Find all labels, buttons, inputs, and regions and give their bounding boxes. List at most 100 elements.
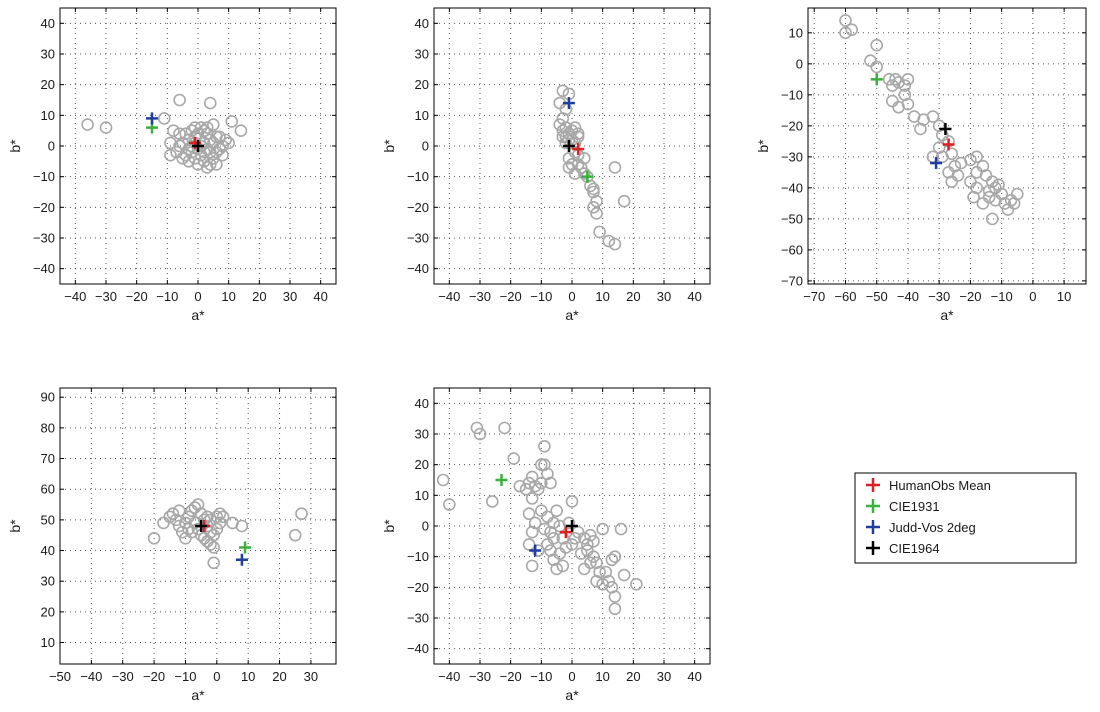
legend: HumanObs Mean CIE1931 Judd-Vos 2deg CIE1… [854,472,1077,564]
y-tick-label: −40 [33,261,55,276]
observer-point [213,507,227,521]
x-axis-label: a* [565,307,579,323]
x-tick-label: 0 [1029,289,1036,304]
y-tick-label: 60 [41,482,55,497]
observer-point [163,510,177,524]
observer-point [544,476,557,490]
observer-point [571,130,585,144]
x-tick-label: 10 [595,669,609,684]
observer-point [593,225,606,239]
observer-point [574,547,588,560]
legend-label-cie1931: CIE1931 [889,499,940,514]
observer-point [577,562,591,576]
marker-juddvos [529,544,542,557]
observer-point [522,538,536,551]
observer-point [998,197,1012,210]
y-tick-label: −70 [781,273,803,288]
x-tick-label: 30 [304,669,318,684]
y-tick-label: −10 [781,87,803,102]
observer-point [167,124,180,137]
observer-point [556,84,570,98]
observer-point [288,528,302,542]
observer-point [584,179,597,193]
x-tick-label: −10 [174,669,196,684]
marker-humanobs [559,526,572,539]
legend-marker-cie1964 [866,541,880,555]
x-tick-label: −40 [438,289,460,304]
x-tick-label: −10 [991,289,1013,304]
x-tick-label: −10 [530,289,552,304]
observer-point [147,531,161,545]
observer-point [541,538,554,551]
marker-juddvos [930,157,943,170]
x-tick-label: −40 [64,289,86,304]
observer-point [473,427,487,441]
observer-point [200,121,214,134]
x-tick-label: −20 [143,669,165,684]
observer-point [590,207,603,220]
legend-label-cie1964: CIE1964 [889,541,940,556]
x-tick-label: 0 [213,669,220,684]
y-tick-label: 70 [41,451,55,466]
y-tick-label: −20 [407,200,429,215]
chart-panel-4: −50 −40 −30 −20 −10 0 10 20 30 10 20 30 40 50 60 70 80 90… [7,387,337,703]
observer-point [295,507,308,521]
y-tick-label: −40 [407,261,429,276]
observer-point [556,559,570,573]
y-tick-label: 40 [415,16,429,31]
observer-point [525,492,539,505]
observer-point [587,201,600,214]
x-tick-label: −60 [834,289,856,304]
chart-panel-5: −40 −30 −20 −10 0 10 20 30 40 −40 −30 −20 −10 0 10 20 30… [381,387,711,703]
legend-entry-humanobs: HumanObs Mean [866,478,991,493]
observer-point [596,522,609,536]
observer-point [166,507,180,521]
observer-point [839,26,852,40]
observer-point [568,531,582,545]
observer-point [547,516,560,530]
x-tick-label: −20 [500,289,522,304]
observer-point [507,452,521,465]
x-axis-label: a* [565,687,579,703]
observer-point [845,23,859,37]
x-tick-label: −50 [49,669,71,684]
y-tick-label: 30 [41,47,55,62]
observer-point [216,148,229,162]
observer-point [179,516,192,530]
y-tick-label: −20 [781,118,803,133]
y-tick-label: −10 [33,169,55,184]
x-tick-label: −30 [95,289,117,304]
marker-juddvos [235,553,248,566]
x-tick-label: 0 [568,669,575,684]
marker-cie1931 [870,73,883,86]
observer-point [892,100,905,114]
observer-point [577,167,591,180]
observer-point [590,194,603,208]
observer-point [164,148,177,162]
x-tick-label: −40 [897,289,919,304]
legend-marker-cie1931 [866,499,880,513]
observer-point [565,538,579,551]
x-axis-label: a* [940,307,954,323]
x-tick-label: 20 [252,289,266,304]
marker-cie1931 [581,170,594,183]
x-tick-label: 20 [626,289,640,304]
y-tick-label: −20 [407,580,429,595]
y-tick-label: 30 [415,427,429,442]
legend-label-juddvos: Judd-Vos 2deg [889,520,976,535]
y-tick-label: −20 [33,200,55,215]
y-tick-label: 0 [796,56,803,71]
observer-point [599,565,613,579]
observer-point [191,158,205,171]
observer-point [443,498,456,511]
x-tick-label: 20 [626,669,640,684]
observer-point [200,142,214,156]
marker-cie1964 [195,520,208,532]
y-tick-label: −30 [33,231,55,246]
observer-point [951,169,965,182]
observer-point [210,510,224,524]
observer-point [577,151,591,165]
x-tick-label: 10 [595,289,609,304]
y-tick-label: 10 [41,635,55,650]
